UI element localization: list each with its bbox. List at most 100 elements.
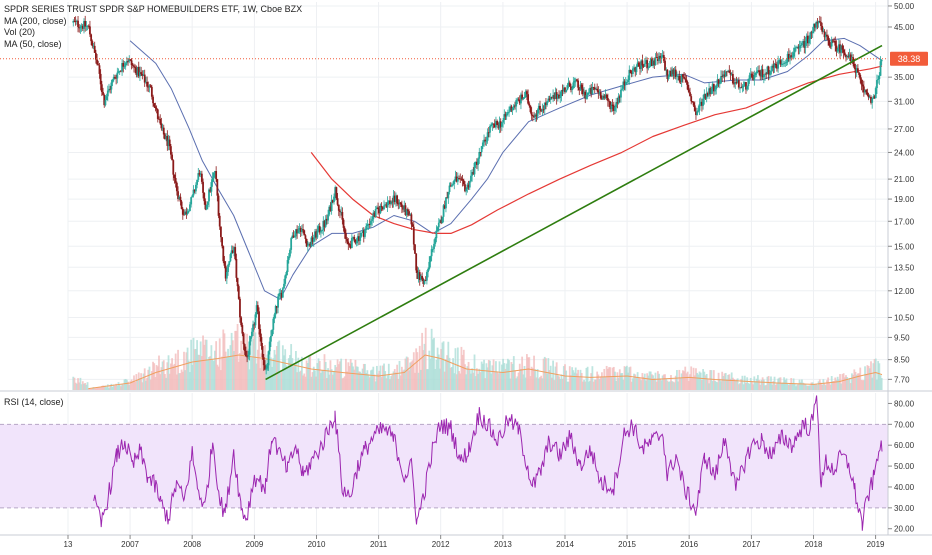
volume-bar	[674, 375, 677, 390]
volume-bar	[553, 380, 556, 390]
volume-bar	[116, 385, 119, 390]
legend-ma50: MA (50, close)	[4, 38, 62, 49]
candle-body	[286, 260, 289, 272]
candle-body	[502, 120, 504, 123]
volume-bar	[427, 369, 429, 390]
candle-body	[473, 162, 476, 175]
volume-bar	[272, 358, 275, 390]
candle-body	[629, 69, 632, 74]
volume-bar	[459, 373, 462, 390]
volume-bar	[522, 374, 525, 390]
candle-body	[133, 65, 135, 67]
volume-bar	[362, 363, 365, 390]
volume-bar	[589, 380, 591, 390]
volume-bar	[805, 385, 808, 390]
volume-bar	[604, 376, 607, 390]
volume-bar	[129, 381, 132, 390]
candle-body	[878, 75, 881, 80]
candle-body	[379, 205, 382, 214]
candle-body	[141, 73, 144, 76]
candle-body	[879, 61, 882, 76]
candle-body	[181, 208, 184, 215]
candle-body	[403, 205, 406, 210]
candle-body	[330, 200, 333, 212]
candle-body	[705, 92, 708, 99]
candle-body	[486, 132, 489, 141]
time-tick-label: 2019	[867, 540, 885, 549]
candle-body	[555, 92, 558, 99]
candle-body	[822, 31, 825, 33]
volume-bar	[239, 353, 241, 390]
volume-bar	[142, 373, 145, 390]
candle-body	[523, 97, 526, 98]
candle-body	[623, 81, 626, 85]
volume-bar	[848, 377, 851, 390]
volume-bar	[699, 372, 702, 390]
candle-body	[436, 227, 439, 231]
candle-body	[692, 102, 695, 106]
volume-bar	[345, 358, 347, 390]
candle-body	[798, 45, 801, 49]
candle-body	[249, 336, 252, 342]
volume-bar	[679, 377, 682, 390]
candle-body	[709, 88, 712, 94]
volume-bar	[574, 367, 577, 390]
volume-bar	[827, 377, 830, 390]
candle-body	[389, 200, 391, 204]
candle-body	[121, 63, 123, 72]
candle-body	[422, 279, 425, 284]
candle-body	[877, 79, 880, 81]
volume-bar	[526, 354, 528, 390]
volume-bar	[784, 380, 787, 390]
candle-body	[327, 214, 329, 221]
volume-bar	[180, 369, 183, 390]
candle-body	[414, 244, 416, 254]
candle-body	[455, 176, 458, 182]
price-tick-label: 24.00	[894, 148, 915, 157]
volume-bar	[303, 373, 306, 390]
candle-body	[311, 237, 314, 242]
volume-bar	[804, 384, 807, 390]
candle-body	[156, 109, 159, 119]
candle-body	[430, 249, 433, 257]
volume-bar	[872, 363, 875, 390]
volume-bar	[195, 348, 197, 390]
volume-bar	[397, 378, 400, 390]
candle-body	[590, 87, 593, 95]
candle-body	[536, 110, 539, 117]
volume-bar	[74, 382, 77, 390]
candle-body	[154, 106, 157, 108]
candle-body	[380, 205, 383, 208]
volume-bar	[799, 382, 802, 390]
volume-bar	[762, 379, 765, 390]
volume-bar	[829, 384, 832, 390]
volume-bar	[854, 371, 857, 390]
candle-body	[453, 180, 456, 185]
volume-bar	[443, 371, 446, 390]
candle-body	[540, 109, 543, 112]
candle-body	[228, 261, 231, 265]
candle-body	[361, 230, 364, 233]
volume-bar	[705, 374, 708, 390]
candle-body	[587, 92, 590, 94]
volume-bar	[658, 373, 660, 390]
volume-bar	[626, 365, 628, 390]
candle-body	[275, 306, 278, 308]
candle-body	[858, 72, 860, 75]
volume-bar	[472, 372, 475, 390]
legend-title: SPDR SERIES TRUST SPDR S&P HOMEBUILDERS …	[4, 4, 303, 14]
volume-bar	[630, 381, 633, 390]
volume-bar	[446, 355, 449, 390]
candle-body	[224, 265, 227, 279]
volume-bar	[540, 375, 543, 390]
candle-body	[572, 82, 575, 89]
price-tick-label: 31.00	[894, 97, 915, 106]
volume-bar	[723, 373, 726, 390]
volume-bar	[615, 380, 618, 390]
candle-body	[749, 73, 752, 76]
volume-bar	[836, 376, 839, 390]
volume-bar	[856, 373, 859, 390]
candle-body	[816, 21, 819, 24]
volume-bar	[524, 377, 527, 390]
